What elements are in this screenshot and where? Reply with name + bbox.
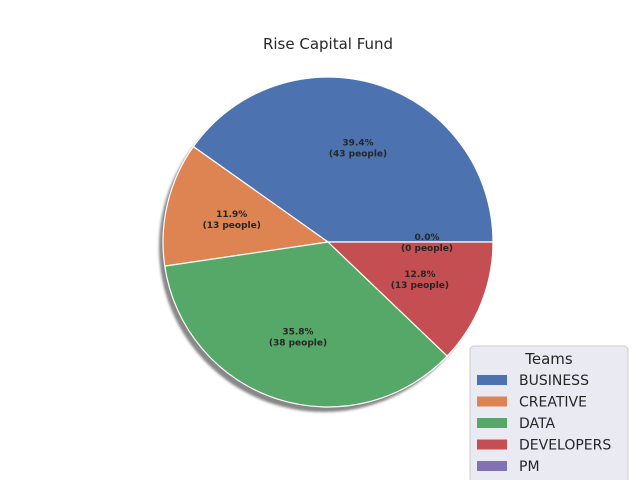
pie-slice-creative <box>162 145 329 267</box>
legend-box <box>469 345 629 480</box>
slice-label-creative: 11.9% (13 people) <box>203 210 261 231</box>
legend-swatch-business <box>477 375 507 385</box>
legend-swatch-pm <box>477 461 507 471</box>
pie-slices <box>162 76 494 408</box>
legend-swatch-creative <box>477 396 507 407</box>
pie-slice-developers <box>327 241 494 357</box>
slice-labels: 39.4% (43 people) 11.9% (13 people) 35.8% (38… <box>203 139 453 349</box>
slice-label-data: 35.8% (38 people) <box>269 327 327 348</box>
slice-label-developers: 12.8% (13 people) <box>391 270 449 291</box>
pie-slice-business <box>192 76 494 243</box>
legend-swatch-developers <box>477 439 507 450</box>
legend-swatch-data <box>477 418 507 428</box>
slice-label-pm: 0.0% (0 people) <box>401 233 453 254</box>
legend-label-pm: PM <box>519 459 540 475</box>
pie-slice-data <box>164 241 448 408</box>
slice-label-business: 39.4% (43 people) <box>329 139 387 160</box>
chart-title: Rise Capital Fund <box>263 35 393 53</box>
legend-label-creative: CREATIVE <box>519 395 587 411</box>
legend-label-business: BUSINESS <box>519 373 589 389</box>
legend-label-developers: DEVELOPERS <box>519 438 611 454</box>
legend-label-data: DATA <box>519 416 555 432</box>
legend: Teams BUSINESS CREATIVE DATA DEVELOPERS PM <box>469 345 629 480</box>
legend-title: Teams <box>524 350 573 368</box>
